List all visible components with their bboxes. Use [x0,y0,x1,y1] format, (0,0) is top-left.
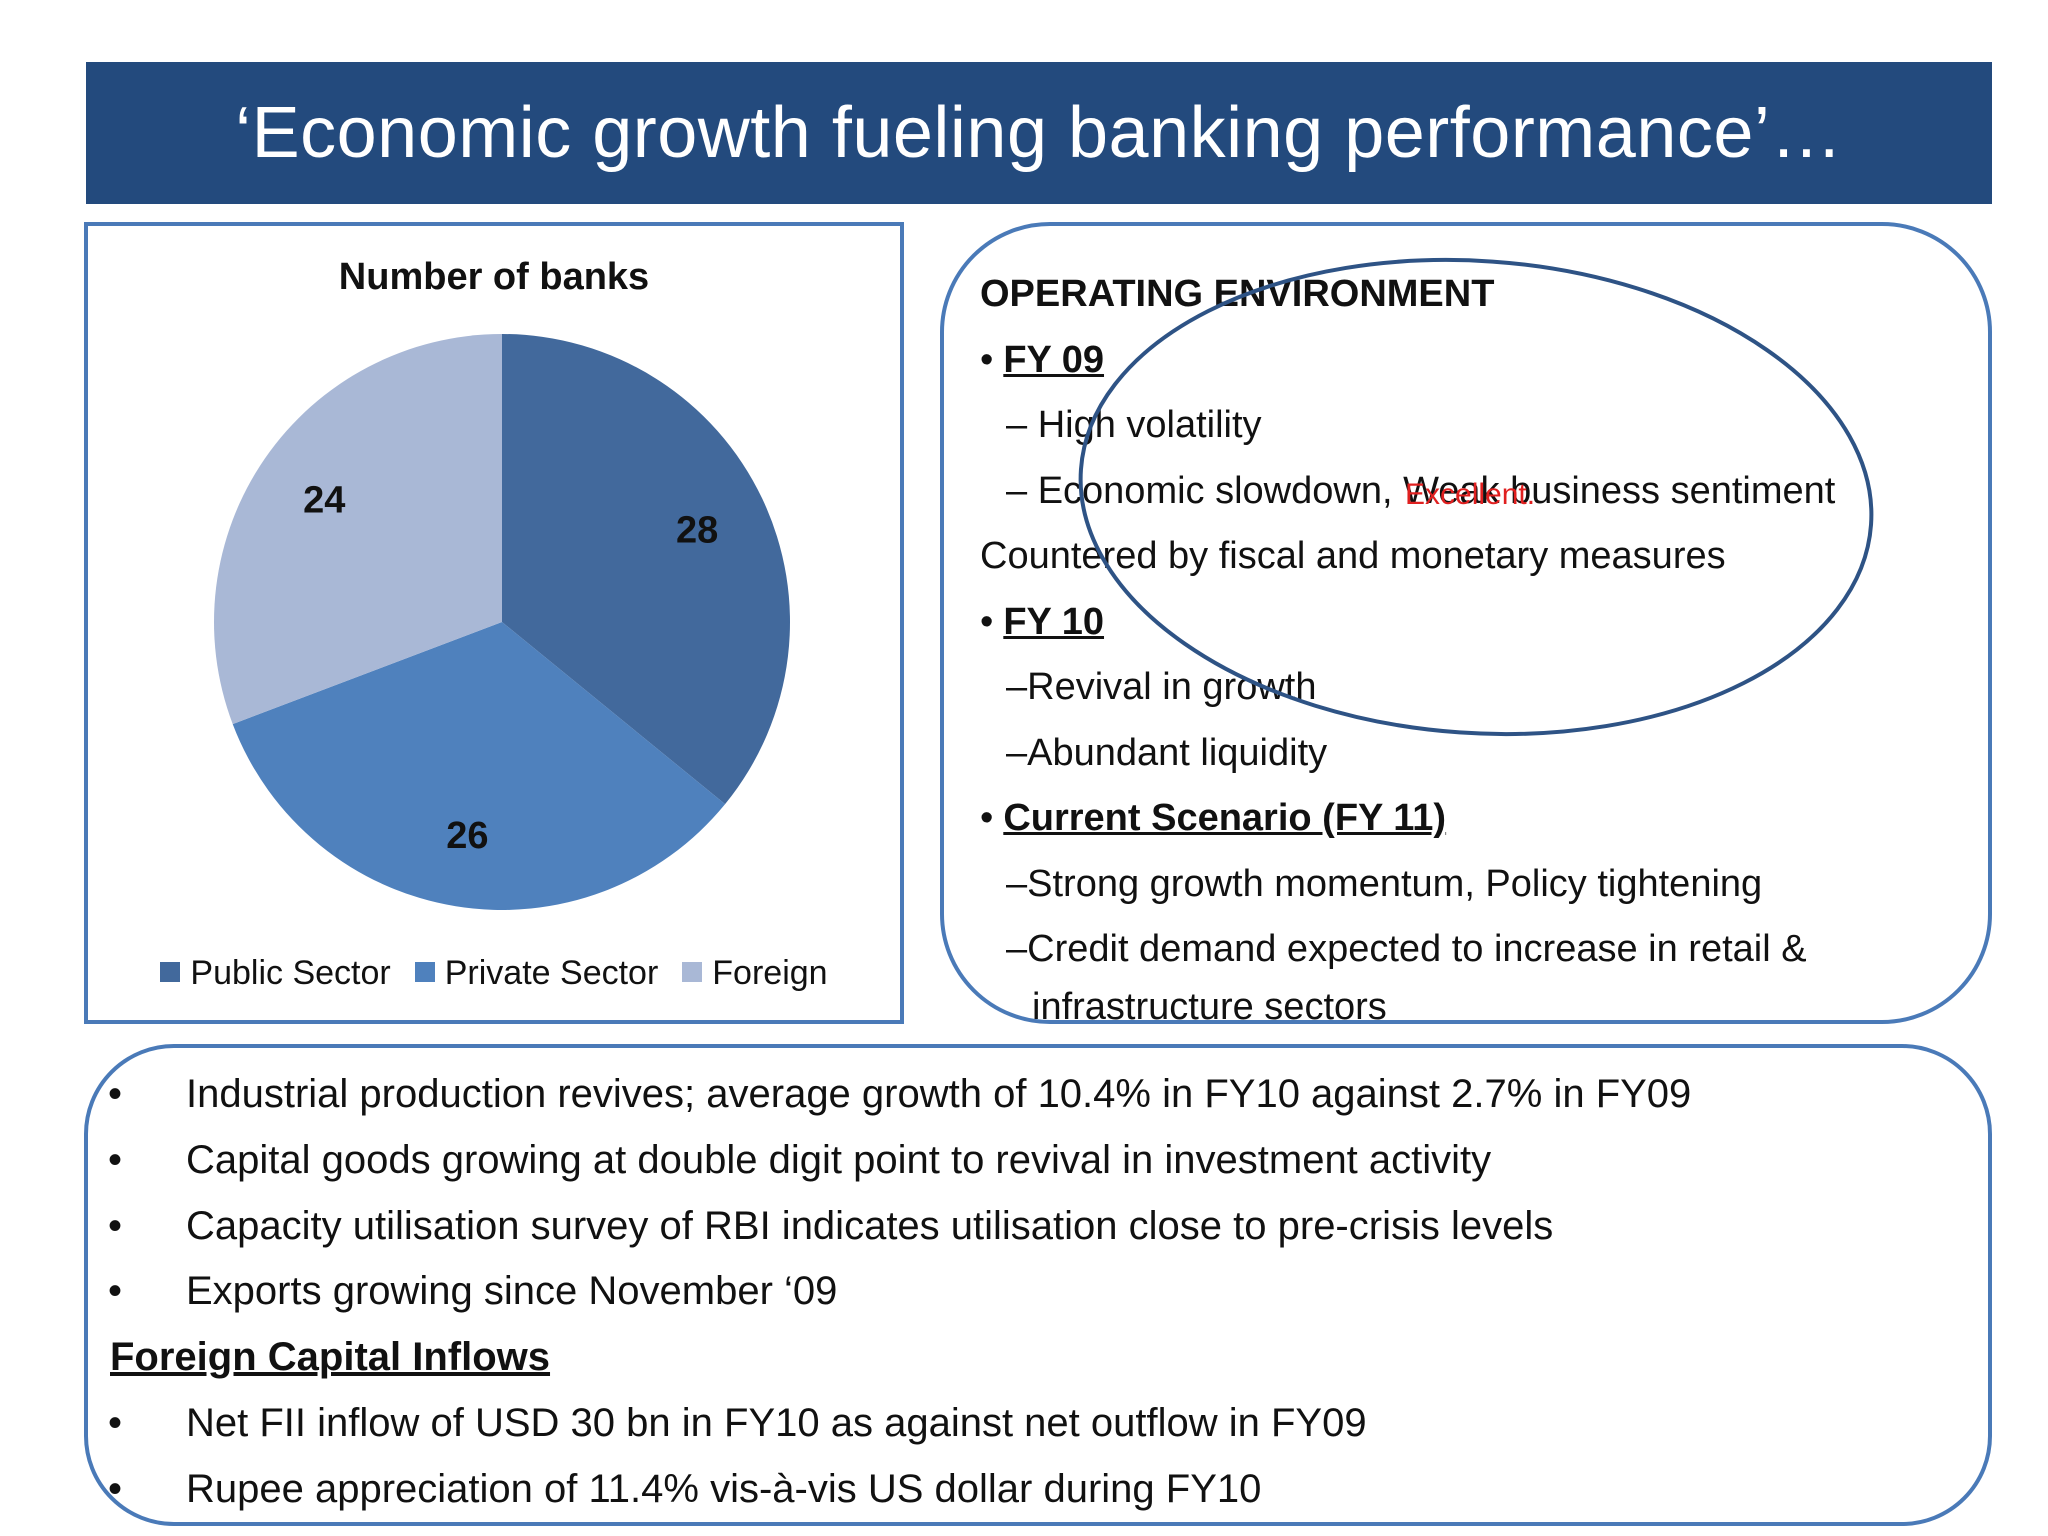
economic-indicators-panel [84,1044,1992,1526]
operating-sub-item: –Credit demand expected to increase in r… [1006,928,1807,970]
bullet-glyph: • [980,797,994,839]
pie-chart: 28 26 24 [213,334,791,911]
pie-chart-panel: Number of banks 28 26 24 Public Sector Priv… [84,222,904,1024]
legend-swatch [682,962,703,983]
legend-item: Public Sector [160,954,391,993]
list-item-text: Exports growing since November ‘09 [186,1269,838,1314]
list-item-text: Industrial production revives; average g… [186,1072,1692,1116]
operating-bullet-heading: • FY 10 [980,590,1980,656]
pie-slice-public-sector [502,334,791,805]
pie-data-label: 24 [303,479,345,521]
list-item-text: Capital goods growing at double digit po… [186,1137,1492,1182]
bullet-glyph: • [108,1466,123,1511]
list-item-text: Net FII inflow of USD 30 bn in FY10 as a… [186,1400,1367,1445]
operating-bullet-heading-text: FY 10 [1003,600,1105,643]
operating-bullet-heading: • Current Scenario (FY 11) [980,786,1980,852]
pie-data-label: 28 [676,509,718,551]
legend-label: Public Sector [190,954,391,992]
annotation-text: Excellent. [1405,478,1536,511]
operating-bullet-heading: • FY 09 [980,328,1980,394]
operating-bullet-heading-text: FY 09 [1003,338,1105,381]
bullet-glyph: • [108,1269,123,1314]
legend-swatch [160,962,181,983]
bullet-glyph: • [980,600,994,643]
legend-swatch [414,962,435,983]
operating-plain-line: Countered by fiscal and monetary measure… [980,535,1726,577]
operating-bullet-heading-text: Current Scenario (FY 11) [1003,797,1447,839]
list-item: • Net FII inflow of USD 30 bn in FY10 as … [108,1391,1968,1457]
pie-slice-foreign [213,334,502,725]
operating-sub-item: –Strong growth momentum, Policy tighteni… [1006,862,1763,905]
operating-sub-item: –Revival in growth [1006,666,1317,708]
operating-sub-item-continuation: infrastructure sectors [1032,985,1387,1028]
bullet-glyph: • [108,1203,123,1248]
operating-sub-item: –Abundant liquidity [1006,731,1328,774]
legend-item: Foreign [682,954,828,993]
bullet-glyph: • [108,1137,123,1182]
list-item: • Rupee appreciation of 11.4% vis-à-vis U… [108,1457,1968,1523]
chart-title: Number of banks [338,256,650,298]
list-item: • Industrial production revives; average … [108,1062,1968,1128]
legend-label: Private Sector [444,954,659,992]
list-item-text: Capacity utilisation survey of RBI indic… [186,1203,1554,1248]
list-item-text: Rupee appreciation of 11.4% vis-à-vis US… [186,1466,1262,1511]
operating-heading: OPERATING ENVIRONMENT [980,273,1495,315]
pie-slice-private-sector [232,622,726,911]
legend-label: Foreign [712,954,828,992]
section-heading-text: Foreign Capital Inflows [110,1335,551,1380]
bullet-glyph: • [108,1072,123,1116]
list-item: • Capacity utilisation survey of RBI indi… [108,1194,1968,1260]
legend-item: Private Sector [414,954,659,993]
chart-legend: Public Sector Private Sector Foreign [88,954,900,993]
economic-indicators-list: • Industrial production revives; average … [108,1062,1968,1523]
section-heading: Foreign Capital Inflows [108,1325,1968,1391]
list-item: • Exports growing since November ‘09 [108,1259,1968,1325]
bullet-glyph: • [108,1400,123,1445]
operating-environment-text: OPERATING ENVIRONMENT • FY 09– High volat… [980,262,1980,1031]
slide-title: ‘Economic growth fueling banking perform… [86,62,1992,204]
bullet-glyph: • [980,338,994,381]
operating-sub-item: – High volatility [1006,404,1262,446]
pie-data-label: 26 [446,815,488,857]
list-item: • Capital goods growing at double digit p… [108,1128,1968,1194]
